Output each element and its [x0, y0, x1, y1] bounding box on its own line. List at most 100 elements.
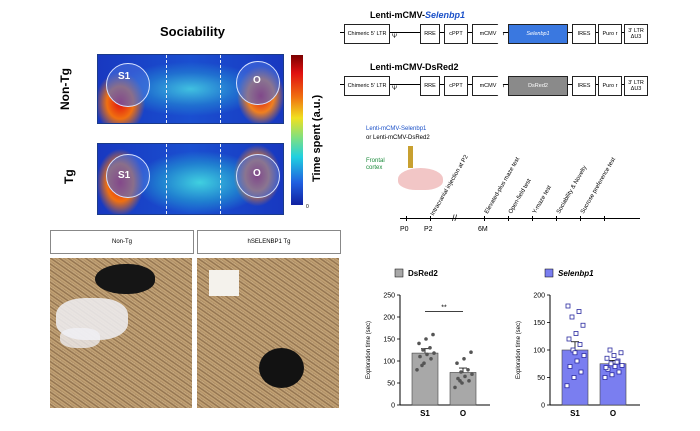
construct-title-gene: Selenbp1 [425, 10, 466, 20]
psi-label: Ψ [392, 86, 398, 92]
timeline-axis [400, 218, 640, 219]
category-label: S1 [570, 409, 580, 418]
significance-label: ** [441, 305, 447, 312]
colorbar-label: Time spent (a.u.) [311, 94, 323, 182]
data-point [571, 375, 577, 380]
data-point [421, 348, 425, 352]
data-point [611, 353, 617, 358]
tick-p2: P2 [424, 226, 433, 233]
legend-label: Selenbp1 [558, 269, 594, 278]
box-5ltr: Chimeric 5' LTR [344, 24, 390, 44]
data-point [420, 363, 424, 368]
box-mcmv: mCMV [472, 76, 504, 96]
zone-s1-label: S1 [118, 71, 131, 82]
legend-swatch [394, 268, 404, 278]
box-ires: IRES [572, 24, 596, 44]
box-puro: Puro r [598, 76, 622, 96]
psi-label: Ψ [392, 34, 398, 40]
data-point [607, 347, 613, 353]
construct-title: Lenti-mCMV-DsRed2 [370, 62, 459, 72]
data-point [573, 331, 579, 336]
y-tick-label: 150 [533, 320, 545, 327]
data-point [578, 369, 584, 375]
photo-label-nontg-text: Non-Tg [111, 239, 132, 245]
box-cppt: cPPT [444, 76, 468, 96]
data-point [425, 352, 429, 357]
data-point [462, 357, 466, 361]
syringe-icon [408, 146, 413, 168]
box-gene: Selenbp1 [508, 24, 568, 44]
construct-selenbp1: Chimeric 5' LTR Ψ RRE cPPT mCMV Selenbp1… [340, 22, 648, 44]
virus-label-2: or Lenti-mCMV-DsRed2 [366, 135, 430, 141]
region-label: Frontal cortex [366, 158, 385, 171]
data-point [453, 385, 457, 390]
data-point [609, 372, 615, 378]
y-tick-label: 100 [383, 359, 395, 366]
data-point [581, 353, 587, 358]
heatmap-title: Sociability [160, 24, 226, 39]
data-point [564, 383, 570, 389]
data-point [418, 354, 422, 359]
colorbar [291, 55, 303, 205]
legend-swatch [544, 268, 554, 278]
data-point [614, 359, 620, 365]
construct-title-prefix: Lenti-mCMV- [370, 10, 425, 20]
photo-label-nontg: Non-Tg [50, 230, 194, 254]
data-point [458, 379, 462, 383]
y-axis-label: Exploration time (sec) [516, 321, 522, 379]
colorbar-min: 0 [306, 204, 309, 210]
zone-s1 [106, 63, 150, 107]
tick-p0: P0 [400, 226, 409, 233]
box-3ltr: 3' LTR ΔU3 [624, 24, 648, 44]
data-point [566, 336, 572, 342]
data-point [467, 379, 471, 383]
chart-selenbp1: Selenbp1 0 50 100 150 200 Exploration time (se… [516, 268, 640, 418]
box-mcmv: mCMV [472, 24, 504, 44]
zone-o [236, 154, 280, 198]
paper-nest [60, 328, 100, 348]
box-rre: RRE [420, 76, 440, 96]
data-point [612, 364, 618, 369]
paper-nest [209, 270, 239, 296]
bar-s1 [411, 352, 439, 406]
data-point [469, 350, 473, 354]
category-label: O [460, 409, 466, 418]
data-point [572, 350, 578, 356]
heatmap-nontg: S1 O [97, 54, 284, 124]
data-point [577, 342, 583, 347]
y-tick-label: 0 [391, 403, 395, 410]
tick-6m: 6M [478, 226, 488, 233]
zone-s1-label: S1 [118, 170, 131, 181]
data-point [618, 350, 624, 356]
data-point [604, 355, 610, 361]
data-point [567, 364, 573, 369]
photo-label-tg: hSELENBP1 Tg [197, 230, 341, 254]
data-point [429, 357, 433, 361]
box-puro: Puro r [598, 24, 622, 44]
data-point [602, 375, 608, 380]
data-point [565, 303, 571, 309]
data-point [466, 368, 470, 372]
data-point [428, 346, 432, 350]
photo-nontg [50, 258, 192, 408]
y-tick-label: 50 [387, 381, 395, 388]
box-gene: DsRed2 [508, 76, 568, 96]
photo-label-tg-text: hSELENBP1 Tg [247, 239, 291, 245]
category-label: O [610, 409, 616, 418]
data-point [431, 332, 435, 337]
zone-s1 [106, 154, 150, 198]
data-point [580, 322, 586, 328]
data-point [432, 351, 436, 355]
box-3ltr: 3' LTR ΔU3 [624, 76, 648, 96]
data-point [616, 369, 622, 375]
data-point [455, 361, 459, 365]
virus-label-1: Lenti-mCMV-Selenbp1 [366, 126, 427, 132]
legend-label: DsRed2 [408, 269, 438, 278]
data-point [415, 368, 419, 372]
event-2: Open-field test [508, 178, 533, 215]
chart-dsred2: DsRed2 0 50 100 150 200 250 Exploration time (s… [366, 268, 490, 418]
category-label: S1 [420, 409, 430, 418]
event-3: Y-maze test [532, 184, 553, 215]
data-point [608, 361, 614, 367]
zone-o-label: O [253, 168, 261, 179]
